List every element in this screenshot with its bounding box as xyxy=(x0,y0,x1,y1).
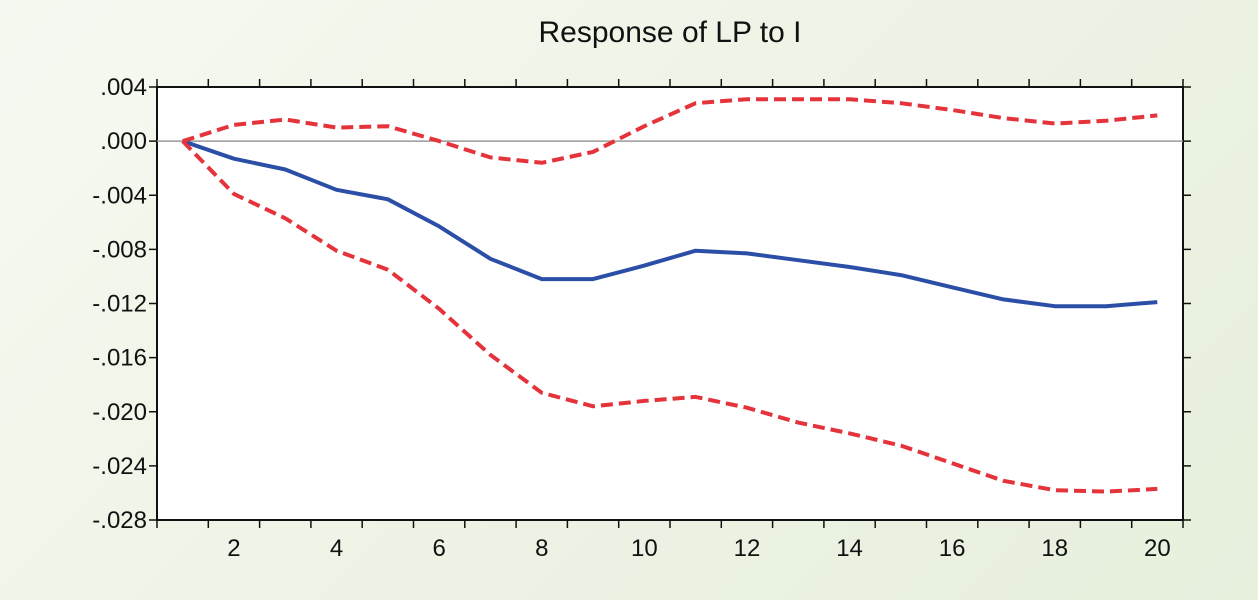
y-tick-label: -.008 xyxy=(92,236,147,263)
x-tick-label: 6 xyxy=(432,535,445,562)
x-tick-label: 12 xyxy=(734,535,761,562)
x-tick-label: 4 xyxy=(330,535,343,562)
x-tick-label: 20 xyxy=(1144,535,1171,562)
y-tick-label: -.016 xyxy=(92,345,147,372)
y-tick-label: -.020 xyxy=(92,399,147,426)
plot-area xyxy=(156,86,1184,521)
y-tick-label: .004 xyxy=(100,74,147,101)
y-tick-label: -.024 xyxy=(92,453,147,480)
series-group xyxy=(181,97,1158,494)
x-tick-label: 10 xyxy=(631,535,658,562)
confidence-band-line-2 xyxy=(181,139,1158,494)
y-tick-label: -.004 xyxy=(92,182,147,209)
x-tick-label: 18 xyxy=(1041,535,1068,562)
x-tick-label: 2 xyxy=(227,535,240,562)
y-tick-label: .000 xyxy=(100,128,147,155)
axes: .004 .000 -.004 -.008 -.012 -.016 -.020 -.024 -.… xyxy=(92,74,1191,562)
confidence-band-line-1 xyxy=(182,97,1158,165)
x-tick-label: 14 xyxy=(836,535,863,562)
y-tick-label: -.028 xyxy=(92,507,147,534)
chart-title: Response of LP to I xyxy=(539,16,802,49)
x-tick-label: 8 xyxy=(535,535,548,562)
y-tick-label: -.012 xyxy=(92,291,147,318)
x-tick-label: 16 xyxy=(939,535,966,562)
response-line-0 xyxy=(182,139,1158,309)
